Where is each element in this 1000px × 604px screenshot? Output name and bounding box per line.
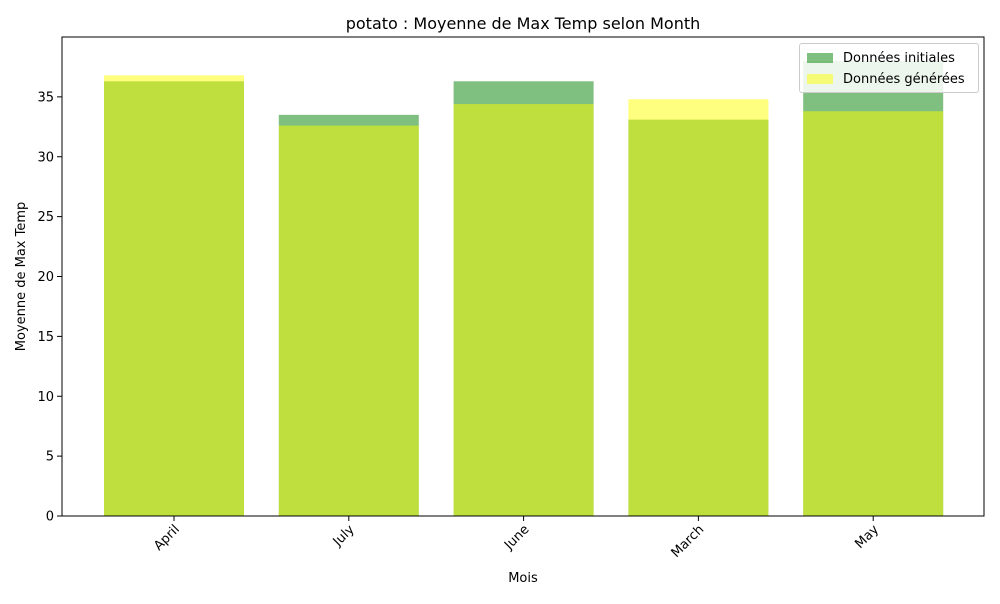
legend-swatch-generated bbox=[807, 74, 833, 84]
y-tick-label: 25 bbox=[37, 210, 54, 225]
x-axis: April July June March May bbox=[151, 516, 882, 561]
legend-item-generated: Données générées bbox=[807, 70, 965, 88]
legend-label-initial: Données initiales bbox=[843, 50, 955, 66]
y-tick-label: 0 bbox=[46, 510, 54, 525]
bar-series1-june bbox=[453, 104, 594, 516]
x-tick-label-march: March bbox=[669, 522, 708, 561]
x-tick-label-june: June bbox=[501, 522, 532, 553]
bar-series1-may bbox=[803, 111, 944, 517]
x-tick-label-july: July bbox=[330, 522, 358, 550]
legend-swatch-initial bbox=[807, 53, 833, 63]
y-tick-label: 20 bbox=[37, 270, 54, 285]
bars-layer bbox=[104, 60, 944, 517]
x-axis-label: Mois bbox=[508, 571, 538, 586]
x-tick-label-may: May bbox=[852, 522, 882, 552]
legend: Données initiales Données générées bbox=[799, 43, 979, 93]
y-axis-label: Moyenne de Max Temp bbox=[14, 202, 29, 352]
bar-series1-april bbox=[104, 75, 244, 516]
chart-title: potato : Moyenne de Max Temp selon Month bbox=[346, 14, 701, 33]
y-tick-label: 35 bbox=[37, 90, 54, 105]
bar-series1-march bbox=[628, 99, 769, 517]
y-tick-label: 10 bbox=[37, 390, 54, 405]
y-tick-label: 5 bbox=[46, 450, 54, 465]
legend-label-generated: Données générées bbox=[843, 71, 965, 87]
legend-item-initial: Données initiales bbox=[807, 49, 955, 67]
x-tick-label-april: April bbox=[151, 522, 183, 554]
y-axis: 0 5 10 15 20 25 30 35 bbox=[37, 90, 62, 525]
y-tick-label: 15 bbox=[37, 330, 54, 345]
y-tick-label: 30 bbox=[37, 150, 54, 165]
bar-series1-july bbox=[278, 125, 419, 517]
